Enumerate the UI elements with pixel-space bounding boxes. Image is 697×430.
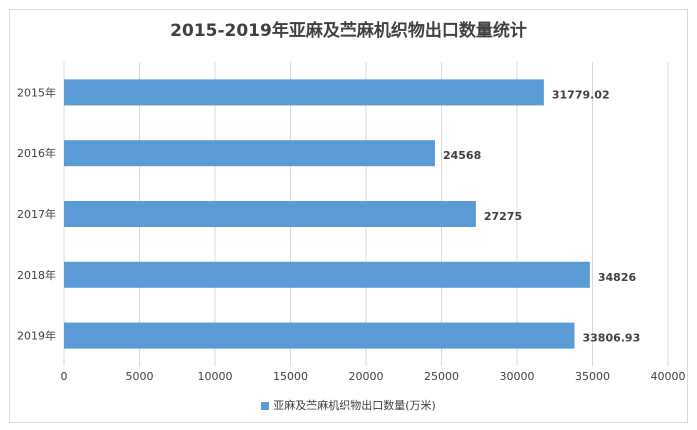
x-tick-label: 5000: [126, 370, 154, 383]
x-tick-label: 40000: [651, 370, 686, 383]
x-tick-label: 0: [61, 370, 68, 383]
bar: [64, 140, 435, 167]
x-tick-label: 30000: [500, 370, 535, 383]
x-tick-label: 35000: [575, 370, 610, 383]
bar: [64, 201, 476, 227]
bar: [64, 261, 590, 288]
legend-label: 亚麻及苎麻机织物出口数量(万米): [273, 399, 436, 412]
data-label: 31779.02: [552, 88, 610, 101]
legend-swatch: [261, 402, 270, 410]
legend: 亚麻及苎麻机织物出口数量(万米): [0, 397, 697, 413]
x-tick-label: 25000: [424, 370, 459, 383]
y-tick-label: 2018年: [17, 268, 56, 282]
chart-title: 2015-2019年亚麻及苎麻机织物出口数量统计: [170, 21, 527, 41]
y-tick-label: 2019年: [17, 329, 56, 343]
x-tick-label: 10000: [198, 370, 233, 383]
bar: [64, 322, 575, 349]
y-tick-label: 2016年: [17, 146, 56, 160]
y-tick-label: 2017年: [17, 207, 56, 221]
data-label: 34826: [598, 271, 637, 284]
y-tick-label: 2015年: [17, 85, 56, 99]
x-tick-label: 20000: [349, 370, 384, 383]
data-label: 33806.93: [582, 332, 640, 345]
data-label: 24568: [443, 149, 481, 162]
bar: [64, 79, 544, 106]
x-tick-label: 15000: [273, 370, 308, 383]
data-label: 27275: [484, 210, 522, 223]
chart-frame: [9, 9, 688, 423]
